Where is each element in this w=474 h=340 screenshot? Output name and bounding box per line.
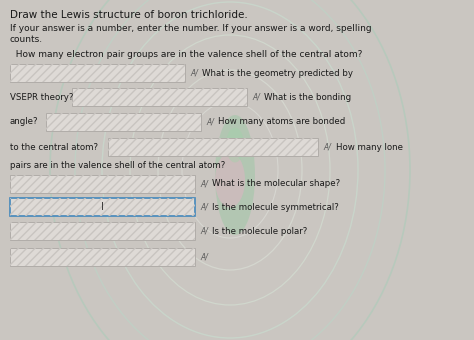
Ellipse shape xyxy=(215,153,245,207)
Bar xyxy=(108,138,318,156)
Bar xyxy=(10,64,185,82)
Text: How many lone: How many lone xyxy=(336,142,403,152)
Text: Draw the Lewis structure of boron trichloride.: Draw the Lewis structure of boron trichl… xyxy=(10,10,248,20)
Bar xyxy=(46,113,201,131)
Text: to the central atom?: to the central atom? xyxy=(10,142,98,152)
Bar xyxy=(72,88,247,106)
Text: pairs are in the valence shell of the central atom?: pairs are in the valence shell of the ce… xyxy=(10,161,225,170)
Text: What is the bonding: What is the bonding xyxy=(264,92,351,102)
Ellipse shape xyxy=(226,128,244,163)
Bar xyxy=(10,248,195,266)
Text: What is the geometry predicted by: What is the geometry predicted by xyxy=(202,68,353,78)
Bar xyxy=(10,198,195,216)
Bar xyxy=(10,175,195,193)
Bar xyxy=(10,222,195,240)
Text: I: I xyxy=(100,202,103,212)
Text: A/: A/ xyxy=(200,180,208,188)
Text: A/: A/ xyxy=(200,226,208,236)
Text: A/: A/ xyxy=(206,118,214,126)
Text: What is the molecular shape?: What is the molecular shape? xyxy=(212,180,340,188)
Bar xyxy=(10,64,185,82)
Text: A/: A/ xyxy=(200,253,208,261)
Bar xyxy=(46,113,201,131)
Text: Is the molecule symmetrical?: Is the molecule symmetrical? xyxy=(212,203,339,211)
Text: Is the molecule polar?: Is the molecule polar? xyxy=(212,226,307,236)
Text: A/: A/ xyxy=(323,142,331,152)
Text: How many atoms are bonded: How many atoms are bonded xyxy=(218,118,345,126)
Text: counts.: counts. xyxy=(10,35,43,44)
Bar xyxy=(10,175,195,193)
Ellipse shape xyxy=(215,115,255,235)
Text: A/: A/ xyxy=(190,68,198,78)
Bar xyxy=(10,198,195,216)
Text: How many electron pair groups are in the valence shell of the central atom?: How many electron pair groups are in the… xyxy=(10,50,363,59)
Bar xyxy=(108,138,318,156)
Bar xyxy=(72,88,247,106)
Text: angle?: angle? xyxy=(10,118,38,126)
Bar xyxy=(10,222,195,240)
Text: VSEPR theory?: VSEPR theory? xyxy=(10,92,73,102)
Text: A/: A/ xyxy=(252,92,260,102)
Text: A/: A/ xyxy=(200,203,208,211)
Text: If your answer is a number, enter the number. If your answer is a word, spelling: If your answer is a number, enter the nu… xyxy=(10,24,372,33)
Bar xyxy=(10,248,195,266)
